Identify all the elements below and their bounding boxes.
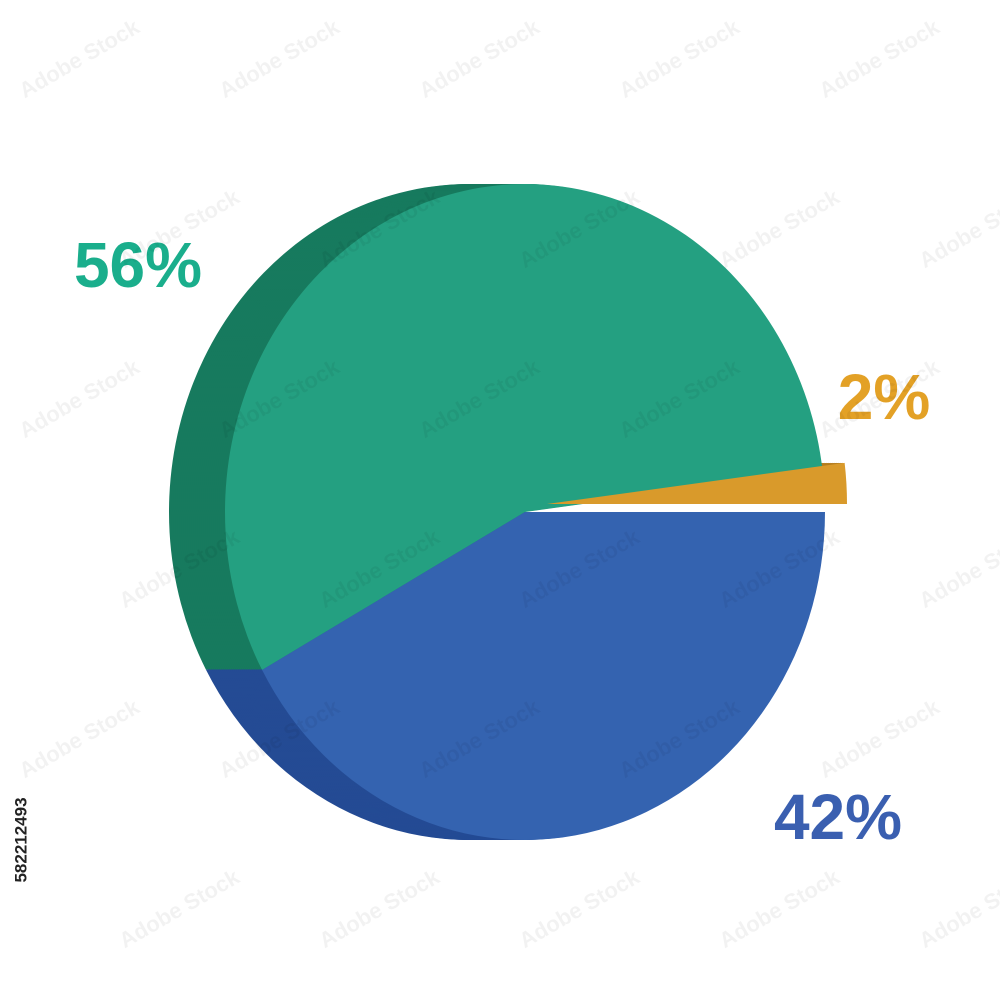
pie-slice — [547, 462, 848, 504]
value-label: 56% — [74, 229, 202, 301]
stock-id: 582212493 — [11, 797, 30, 882]
pie-slice — [224, 183, 823, 671]
labels: 56% 42% 2% — [74, 229, 930, 853]
value-label: 2% — [838, 361, 931, 433]
pie — [169, 183, 848, 840]
value-label: 42% — [774, 781, 902, 853]
pie-slice — [262, 512, 825, 840]
